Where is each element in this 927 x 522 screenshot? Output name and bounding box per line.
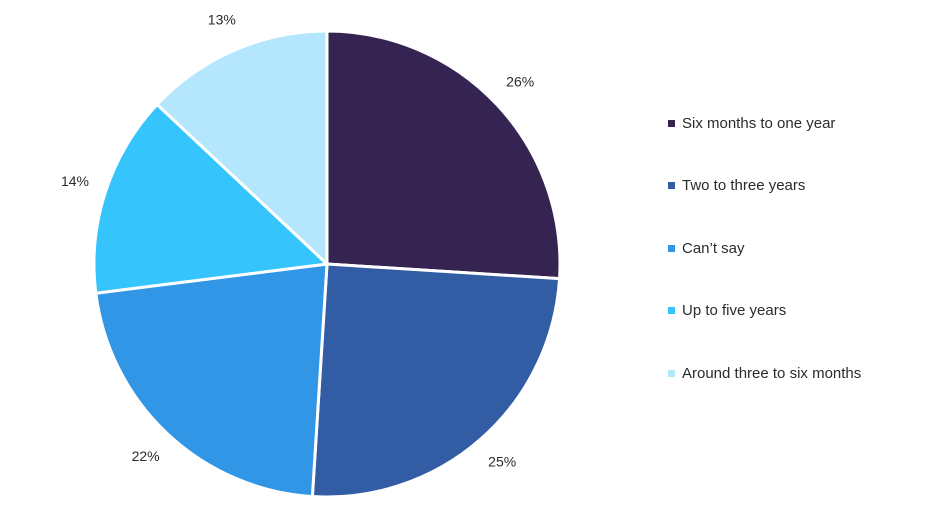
legend-item-up-to-five-years: Up to five years <box>668 300 918 322</box>
legend-swatch <box>668 182 675 189</box>
legend-label: Six months to one year <box>682 114 836 132</box>
legend-swatch <box>668 307 675 314</box>
legend-item-two-to-three-years: Two to three years <box>668 175 918 197</box>
legend: Six months to one year Two to three year… <box>668 112 918 425</box>
data-label: 14% <box>61 173 89 189</box>
data-label: 13% <box>208 12 236 28</box>
pie-slice-up-to-five-years <box>92 103 329 295</box>
pie-slice-can-t-say <box>94 262 329 499</box>
legend-label: Two to three years <box>682 177 806 194</box>
data-label: 25% <box>488 454 516 470</box>
data-label: 22% <box>132 448 160 464</box>
legend-label: Up to five years <box>682 302 787 319</box>
data-label: 26% <box>506 73 534 89</box>
legend-item-around-three-to-six-months: Around three to six months <box>668 362 918 384</box>
legend-item-six-months-to-one-year: Six months to one year <box>668 112 918 134</box>
legend-swatch <box>668 369 675 377</box>
legend-swatch <box>668 119 675 127</box>
legend-item-cant-say: Can’t say <box>668 237 918 259</box>
pie-slice-around-three-to-six-months <box>155 29 329 266</box>
legend-label: Around three to six months <box>682 364 862 382</box>
pie-slice-six-months-to-one-year <box>325 29 562 281</box>
pie-slice-two-to-three-years <box>310 262 562 499</box>
legend-swatch <box>668 244 675 252</box>
legend-label: Can’t say <box>682 239 745 257</box>
